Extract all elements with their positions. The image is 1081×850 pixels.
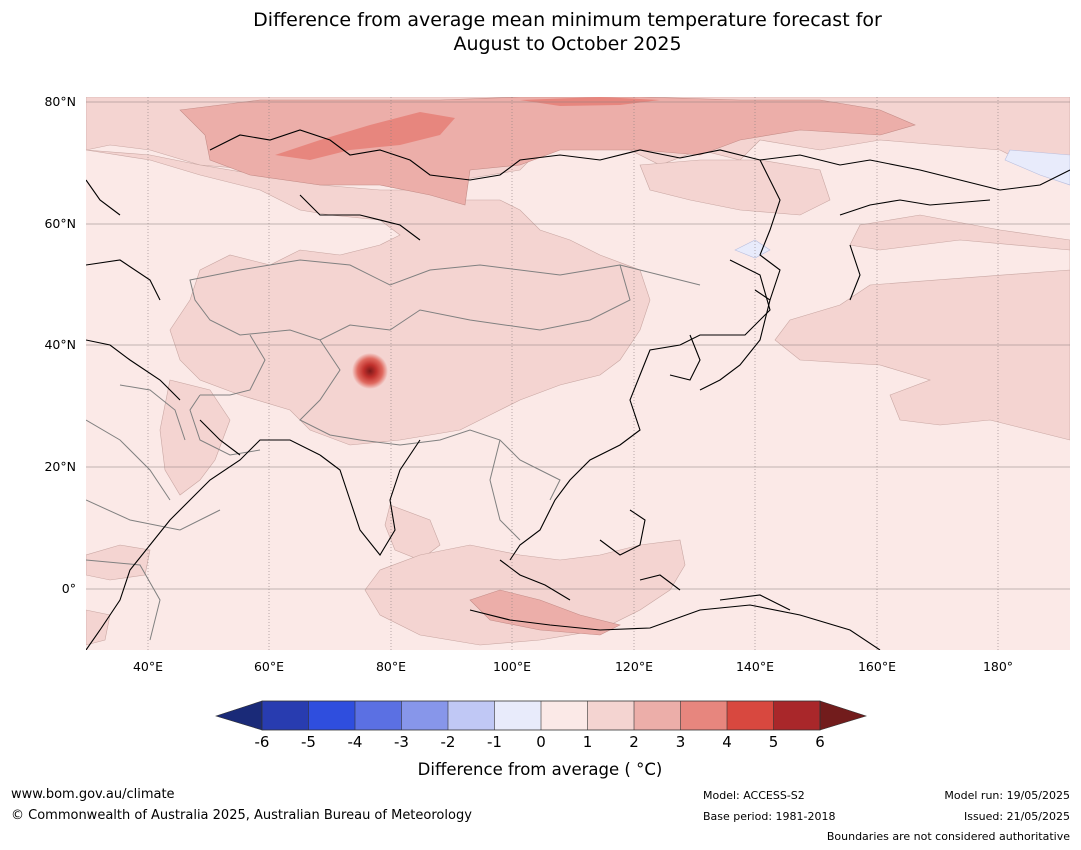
colorbar-low-extend: [215, 700, 263, 731]
lon-label-80e: 80°E: [375, 659, 407, 674]
colorbar-bin-5: [448, 701, 495, 730]
base-period: Base period: 1981-2018: [703, 810, 836, 823]
lat-label-60n: 60°N: [44, 216, 76, 231]
lat-label-80n: 80°N: [44, 94, 76, 109]
anomaly-layer-2-3: [179, 97, 916, 636]
country-borders: [86, 259, 701, 641]
anomaly-layer-3-4: [275, 97, 660, 160]
lon-label-120e: 120°E: [614, 659, 653, 674]
lon-label-60e: 60°E: [253, 659, 285, 674]
colorbar-bin-12: [773, 701, 820, 730]
graticule: [86, 97, 1070, 650]
colorbar-tick: -4: [347, 733, 363, 751]
copyright-notice: © Commonwealth of Australia 2025, Austra…: [11, 808, 472, 823]
colorbar-bin-8: [587, 701, 634, 730]
colorbar-bin-1: [262, 701, 309, 730]
colorbar-tick: -6: [254, 733, 270, 751]
issued-date: Issued: 21/05/2025: [963, 810, 1070, 823]
title-line-2: August to October 2025: [453, 33, 682, 55]
lon-label-40e: 40°E: [132, 659, 164, 674]
colorbar-tick: 0: [536, 733, 546, 751]
model-run-date: Model run: 19/05/2025: [944, 789, 1070, 802]
colorbar-bin-4: [401, 701, 448, 730]
lon-label-140e: 140°E: [735, 659, 774, 674]
map-plot-area: [86, 97, 1070, 650]
lat-label-40n: 40°N: [44, 337, 76, 352]
colorbar-tick: 5: [768, 733, 779, 751]
colorbar-bin-9: [634, 701, 681, 730]
colorbar-bin-2: [308, 701, 355, 730]
model-name: Model: ACCESS-S2: [703, 789, 805, 802]
colorbar-tick: 1: [582, 733, 593, 751]
colorbar-high-extend: [819, 700, 867, 731]
lat-label-20n: 20°N: [44, 459, 76, 474]
colorbar-tick: 2: [629, 733, 639, 751]
lon-label-160e: 160°E: [857, 659, 896, 674]
colorbar-tick: -3: [394, 733, 409, 751]
colorbar-bin-11: [727, 701, 774, 730]
colorbar-bin-10: [680, 701, 727, 730]
lon-label-100e: 100°E: [492, 659, 531, 674]
colorbar: [215, 700, 867, 731]
website-link[interactable]: www.bom.gov.au/climate: [11, 787, 175, 802]
coastlines: [86, 129, 1070, 650]
colorbar-tick: 4: [722, 733, 732, 751]
lat-label-equator: 0°: [61, 581, 76, 596]
anomaly-hotspot-tibet: [352, 353, 388, 389]
colorbar-tick: 3: [675, 733, 686, 751]
map-title: Difference from average mean minimum tem…: [0, 8, 1081, 56]
colorbar-bin-7: [541, 701, 588, 730]
colorbar-bin-6: [494, 701, 541, 730]
title-line-1: Difference from average mean minimum tem…: [253, 9, 882, 31]
colorbar-bin-3: [355, 701, 402, 730]
colorbar-tick: 6: [815, 733, 825, 751]
colorbar-title: Difference from average ( °C): [417, 760, 663, 779]
anomaly-layer-minus1-0: [734, 149, 1070, 259]
boundaries-disclaimer: Boundaries are not considered authoritat…: [826, 830, 1070, 843]
colorbar-tick: -5: [301, 733, 316, 751]
colorbar-tick: -2: [440, 733, 456, 751]
lon-label-180: 180°: [982, 659, 1014, 674]
colorbar-tick: -1: [487, 733, 502, 751]
